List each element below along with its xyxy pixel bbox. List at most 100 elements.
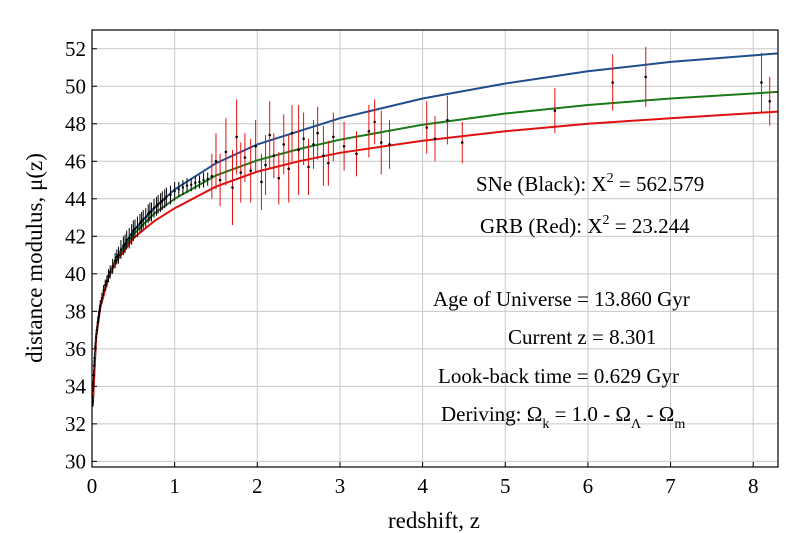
lookback-time-annotation: Look-back time = 0.629 Gyr [438,364,679,388]
grb-point [260,180,263,184]
grb-point [218,178,222,182]
grb-chi-square-annotation: GRB (Red): X2 = 23.244 [480,213,690,238]
sne-point [127,236,131,240]
grb-point [644,75,648,79]
grb-point [768,99,772,103]
y-tick-label: 34 [65,374,87,398]
grb-point [224,150,228,154]
sne-point [159,201,162,204]
grb-point [239,171,243,174]
current-z-annotation: Current z = 8.301 [508,325,656,349]
grb-point [355,152,358,156]
grb-point [254,144,257,148]
grb-point [327,161,330,165]
grb-point [290,131,294,135]
sne-point [144,216,147,219]
sne-point [123,242,127,246]
y-tick-label: 50 [65,74,86,98]
x-tick-label: 5 [500,474,511,498]
sne-point [156,203,160,206]
grb-point [332,135,335,139]
y-tick-label: 42 [65,224,86,248]
sne-point [111,265,114,268]
x-tick-label: 7 [665,474,676,498]
x-tick-label: 6 [583,474,594,498]
y-tick-label: 48 [65,112,86,136]
x-tick-label: 2 [252,474,263,498]
grb-point [287,167,291,171]
grb-point [243,156,247,159]
grb-point [214,159,218,163]
plot-frame [91,29,779,468]
sne-point [108,270,112,274]
sne-point [125,238,128,242]
y-axis-label: distance modulus, μ(z) [22,153,47,363]
grb-point [307,165,310,169]
deriving-sub-lambda: Λ [631,417,642,432]
deriving-sub-k: k [542,417,549,432]
sne-points [91,172,209,407]
grb-chi-prefix: GRB (Red): X [480,214,603,238]
grb-point [379,141,383,144]
grb-point [282,143,286,146]
sne-point [202,178,205,182]
sne-point [92,364,96,367]
grb-point [316,131,319,135]
sne-point [95,328,99,332]
grb-point [446,118,449,122]
grb-point [460,141,464,144]
grb-points [210,46,772,226]
sne-point [92,373,95,377]
x-tick-label: 1 [169,474,180,498]
x-tick-label: 3 [335,474,346,498]
sne-point [155,205,158,208]
sne-point [104,283,107,287]
sne-point [173,190,176,193]
sne-point [185,184,189,187]
grb-point [268,133,271,137]
grb-point [388,143,391,146]
sne-point [133,227,137,231]
sne-point [181,186,185,189]
sne-point [163,197,166,200]
y-tick-label: 52 [65,37,86,61]
sne-point [147,212,150,216]
sne-point [165,195,168,199]
deriving-prefix: Deriving: Ω [441,402,542,426]
sne-point [152,206,156,210]
grb-point [611,81,614,84]
grb-chi-value: = 23.244 [610,214,691,238]
grb-point [210,174,214,178]
grb-point [264,163,267,167]
sne-point [189,183,193,186]
grb-point [760,81,763,84]
x-tick-label: 0 [87,474,98,498]
grb-point [342,144,346,148]
grb-point [302,137,305,141]
grb-chi-exponent: 2 [603,213,610,228]
grb-point [373,120,376,124]
sne-point [102,289,105,292]
sne-point [150,210,153,214]
grb-point [553,109,557,112]
x-tick-label: 8 [748,474,759,498]
grb-point [297,148,300,152]
sne-point [100,297,104,300]
sne-point [142,218,145,221]
sne-point [169,193,172,197]
sne-point [94,336,98,339]
grb-point [277,176,281,180]
grb-point [425,126,429,129]
grb-point [235,135,238,139]
sne-chi-prefix: SNe (Black): X [476,172,607,196]
y-tick-label: 32 [65,412,86,436]
grb-point [433,137,437,141]
deriving-mid-2: - Ω [641,402,674,426]
y-tick-label: 46 [65,149,86,173]
sne-point [194,181,197,185]
sne-point [132,229,135,232]
sne-point [99,304,102,307]
sne-point [122,244,125,247]
grb-point [367,129,371,133]
